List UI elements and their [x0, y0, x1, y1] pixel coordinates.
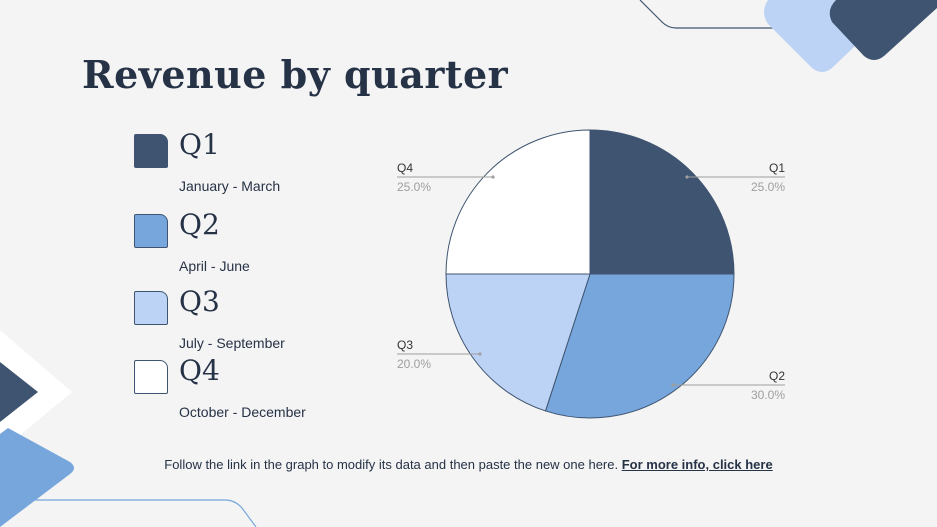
top-line-decoration	[639, 0, 850, 29]
legend-swatch-q2	[134, 214, 168, 248]
page-title: Revenue by quarter	[82, 52, 509, 97]
legend-label-q4: Q4	[179, 354, 220, 387]
slice-value-q3: 20.0%	[397, 357, 431, 371]
slice-value-q2: 30.0%	[751, 388, 785, 402]
slice-value-q1: 25.0%	[751, 180, 785, 194]
legend-range-q4: October - December	[179, 404, 306, 420]
slice-value-q4: 25.0%	[397, 180, 431, 194]
slice-label-q3: Q3	[397, 338, 413, 352]
legend-swatch-q3	[134, 291, 168, 325]
footer-note: Follow the link in the graph to modify i…	[0, 457, 937, 472]
slice-label-q2: Q2	[769, 369, 785, 383]
leader-dot-q1	[685, 175, 689, 179]
pie-slice-q1[interactable]	[589, 129, 735, 275]
slice-label-q1: Q1	[769, 161, 785, 175]
left-blue-triangle	[0, 428, 74, 527]
legend-label-q3: Q3	[179, 285, 220, 318]
footer-text: Follow the link in the graph to modify i…	[164, 457, 622, 472]
legend-range-q2: April - June	[179, 258, 250, 274]
legend-swatch-q4	[134, 360, 168, 394]
more-info-link[interactable]: For more info, click here	[621, 457, 773, 472]
left-dark-triangle	[0, 362, 38, 422]
pie-slice-q4[interactable]	[445, 129, 591, 275]
top-dark-triangle	[829, 0, 937, 60]
legend-range-q3: July - September	[179, 335, 285, 351]
pie-slice-q3[interactable]	[445, 273, 591, 412]
bottom-line-decoration	[0, 499, 257, 527]
legend-label-q1: Q1	[179, 128, 220, 161]
slice-label-q4: Q4	[397, 161, 413, 175]
legend-range-q1: January - March	[179, 178, 281, 194]
legend-swatch-q1	[134, 134, 168, 168]
pie-slice-q2[interactable]	[544, 273, 735, 419]
leader-dot-q3	[478, 352, 482, 356]
legend-label-q2: Q2	[179, 208, 220, 241]
leader-dot-q4	[491, 175, 495, 179]
leader-dot-q2	[671, 383, 675, 387]
